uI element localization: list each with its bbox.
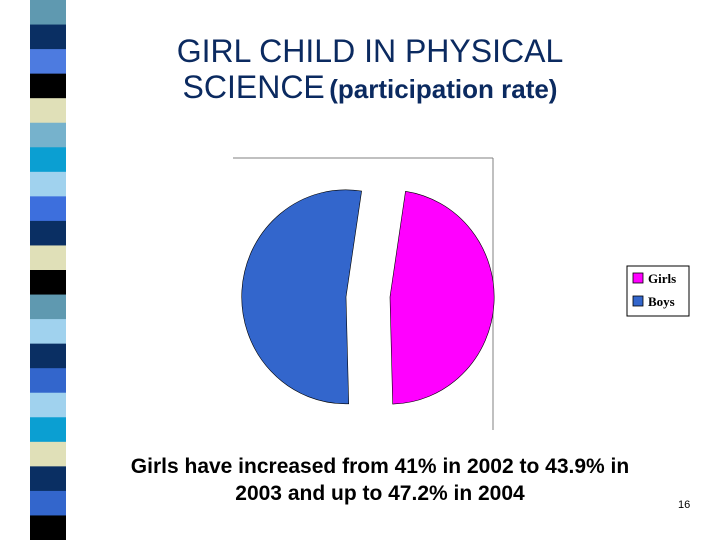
stripe-block bbox=[30, 73, 66, 99]
stripe-block bbox=[30, 98, 66, 124]
stripe-block bbox=[30, 147, 66, 173]
stripe-block bbox=[30, 270, 66, 296]
stripe-block bbox=[30, 392, 66, 418]
pie-slice-girls bbox=[389, 190, 495, 405]
stripe-block bbox=[30, 319, 66, 345]
slide-title: GIRL CHILD IN PHYSICAL SCIENCE (particip… bbox=[110, 33, 630, 106]
stripe-block bbox=[30, 343, 66, 369]
title-line-2-main: SCIENCE bbox=[182, 68, 325, 105]
legend-swatch-boys bbox=[632, 295, 644, 307]
pie-slice-boys bbox=[241, 189, 362, 405]
stripe-block bbox=[30, 417, 66, 443]
legend-label-girls: Girls bbox=[648, 271, 676, 286]
stripe-block bbox=[30, 245, 66, 271]
legend-swatch-girls bbox=[632, 272, 644, 284]
slide-number: 16 bbox=[678, 499, 691, 511]
title-line-1: GIRL CHILD IN PHYSICAL bbox=[176, 33, 564, 69]
caption-line-2: 2003 and up to 47.2% in 2004 bbox=[235, 482, 525, 506]
stripe-block bbox=[30, 171, 66, 197]
title-line-2-sub: (participation rate) bbox=[329, 73, 558, 104]
caption: Girls have increased from 41% in 2002 to… bbox=[75, 453, 685, 508]
stripe-block bbox=[30, 49, 66, 75]
legend: Girls Boys bbox=[626, 265, 690, 317]
legend-label-boys: Boys bbox=[648, 294, 675, 309]
decorative-stripe bbox=[30, 0, 66, 540]
stripe-block bbox=[30, 220, 66, 246]
stripe-block bbox=[30, 24, 66, 50]
stripe-block bbox=[30, 196, 66, 222]
stripe-block bbox=[30, 490, 66, 516]
caption-line-1: Girls have increased from 41% in 2002 to… bbox=[130, 455, 630, 478]
stripe-block bbox=[30, 441, 66, 467]
stripe-block bbox=[30, 466, 66, 492]
stripe-block bbox=[30, 294, 66, 320]
stripe-block bbox=[30, 0, 66, 26]
stripe-block bbox=[30, 368, 66, 394]
stripe-block bbox=[30, 515, 66, 540]
stripe-block bbox=[30, 122, 66, 148]
